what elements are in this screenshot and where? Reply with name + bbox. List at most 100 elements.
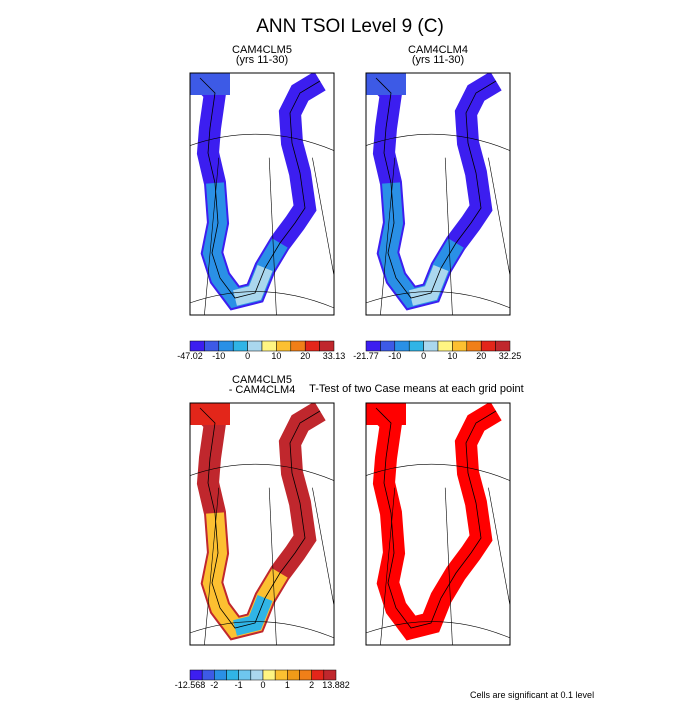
colorbar-box	[261, 340, 277, 352]
ice-block	[366, 403, 406, 425]
meridian	[268, 157, 277, 315]
colorbar-box	[218, 340, 234, 352]
colorbar-label: 33.13	[323, 351, 346, 361]
colorbar-label: 20	[300, 351, 310, 361]
colorbar-label: 2	[309, 680, 314, 690]
panel-title: T-Test of two Case means at each grid po…	[309, 383, 524, 395]
colorbar-box	[394, 340, 410, 352]
colorbar-label: 0	[245, 351, 250, 361]
figure-title: ANN TSOI Level 9 (C)	[256, 16, 444, 37]
colorbar-label: -10	[212, 351, 225, 361]
panel-title: (yrs 11-30)	[236, 54, 288, 66]
map-content	[366, 73, 510, 315]
parallel	[190, 621, 334, 639]
colorbar-box	[247, 340, 263, 352]
meridian	[380, 157, 396, 315]
colorbar-label: 10	[271, 351, 281, 361]
meridian	[268, 487, 277, 645]
map-panel	[365, 402, 511, 646]
colorbar-label: -12.568	[175, 680, 206, 690]
ice-block	[190, 403, 230, 425]
panel-frame	[365, 402, 511, 646]
parallel	[190, 291, 334, 309]
panel-title: CAM4CLM5	[232, 44, 292, 56]
colorbar-box	[480, 340, 496, 352]
colorbar-box	[276, 340, 292, 352]
colorbar-box	[274, 669, 288, 681]
colorbar-box	[287, 669, 300, 681]
colorbar-box	[304, 340, 320, 352]
map-content	[190, 403, 334, 645]
colorbar-box	[423, 340, 439, 352]
panel-title: (yrs 11-30)	[412, 54, 464, 66]
parallel	[190, 463, 334, 481]
coastline	[375, 77, 497, 299]
map-panel	[365, 72, 511, 316]
colorbar-box	[365, 340, 381, 352]
meridian	[488, 157, 510, 278]
colorbar-box	[250, 669, 264, 681]
colorbar-box	[226, 669, 239, 681]
coastline	[199, 407, 321, 629]
colorbar-label: 32.25	[499, 351, 522, 361]
panel-title: - CAM4CLM4	[229, 384, 296, 396]
colorbar-box	[290, 340, 306, 352]
colorbar-box	[189, 669, 203, 681]
meridian	[312, 157, 334, 278]
colorbar-box	[323, 669, 337, 681]
colorbar-label: 0	[260, 680, 265, 690]
panel-frame	[189, 72, 335, 316]
colorbar-box	[214, 669, 227, 681]
colorbar-box	[319, 340, 335, 352]
note: Cells are significant at 0.1 level	[470, 690, 594, 700]
colorbar-box	[232, 340, 248, 352]
map-content	[190, 73, 334, 315]
colorbar-box	[311, 669, 325, 681]
parallel	[366, 621, 510, 639]
parallel	[190, 133, 334, 151]
colorbar-box	[204, 340, 220, 352]
map-panel	[189, 402, 335, 646]
parallel	[366, 291, 510, 309]
colorbar-label: 13.882	[322, 680, 350, 690]
colorbar-box	[437, 340, 453, 352]
meridian	[204, 487, 220, 645]
colorbar-label: 10	[447, 351, 457, 361]
meridian	[204, 157, 220, 315]
colorbar-box	[262, 669, 276, 681]
meridian	[380, 487, 396, 645]
colorbar-label: 1	[285, 680, 290, 690]
colorbar-box	[201, 669, 215, 681]
colorbar-box	[238, 669, 252, 681]
colorbar-label: 0	[421, 351, 426, 361]
colorbar-label: -10	[388, 351, 401, 361]
colorbar-box	[495, 340, 511, 352]
meridian	[444, 487, 453, 645]
colorbar-box	[380, 340, 396, 352]
map-content	[366, 403, 510, 645]
panel-frame	[189, 402, 335, 646]
colorbar-label: -47.02	[177, 351, 203, 361]
colorbar-label: 20	[476, 351, 486, 361]
ice-block	[190, 73, 230, 95]
meridian	[444, 157, 453, 315]
map-panel	[189, 72, 335, 316]
colorbar-box	[452, 340, 468, 352]
colorbar-label: -2	[210, 680, 218, 690]
meridian	[312, 487, 334, 608]
parallel	[366, 463, 510, 481]
colorbar-box	[408, 340, 424, 352]
panel-title: CAM4CLM5	[232, 374, 292, 386]
coastline	[199, 77, 321, 299]
colorbar-label: -21.77	[353, 351, 379, 361]
coastline	[375, 407, 497, 629]
colorbar-box	[189, 340, 205, 352]
colorbar-label: -1	[235, 680, 243, 690]
meridian	[488, 487, 510, 608]
panel-title: CAM4CLM4	[408, 44, 468, 56]
panel-frame	[365, 72, 511, 316]
ice-block	[366, 73, 406, 95]
parallel	[366, 133, 510, 151]
colorbar-box	[466, 340, 482, 352]
